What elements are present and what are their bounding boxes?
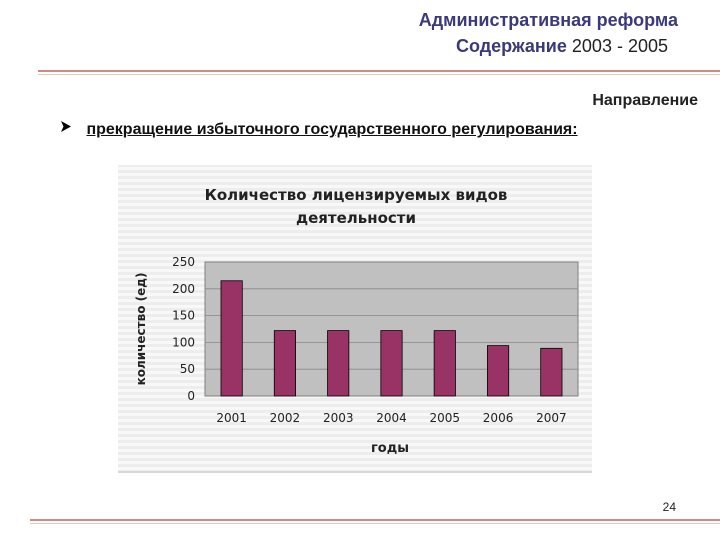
chart-title-line-2: деятельности: [296, 209, 416, 227]
bar-2004: [380, 330, 403, 397]
presentation-subtitle: Содержание 2003 - 2005: [456, 36, 668, 57]
y-axis-ticks: 0 50 100 150 200 250: [172, 255, 195, 403]
y-tick-label: 150: [172, 309, 195, 323]
direction-label: Направление: [592, 92, 698, 109]
subtitle-years: 2003 - 2005: [571, 36, 668, 56]
chart-title-line-1: Количество лицензируемых видов: [205, 186, 508, 204]
subtitle-section: Содержание: [455, 36, 567, 56]
header-divider: [38, 70, 720, 75]
arrow-bullet-icon: [60, 120, 74, 136]
page-number: 24: [662, 500, 676, 514]
bars: [220, 280, 563, 397]
presentation-title: Административная реформа: [418, 10, 678, 30]
y-tick-label: 200: [172, 282, 195, 296]
bar-2005: [433, 330, 456, 397]
chart-container: Количество лицензируемых видов деятельно…: [118, 165, 592, 473]
bar-chart: Количество лицензируемых видов деятельно…: [134, 186, 579, 456]
x-tick-label: 2006: [483, 411, 514, 425]
x-axis-ticks: 2001 2002 2003 2004 2005 2006 2007: [216, 411, 566, 425]
bullet-item: прекращение избыточного государственного…: [60, 120, 578, 139]
x-tick-label: 2003: [323, 411, 354, 425]
bar-2003: [327, 330, 350, 397]
bar-2007: [540, 347, 563, 397]
bar-2002: [273, 330, 296, 397]
x-tick-label: 2007: [536, 411, 567, 425]
y-tick-label: 250: [172, 255, 195, 269]
footer-divider: [30, 519, 720, 524]
x-tick-label: 2005: [430, 411, 461, 425]
bar-2006: [487, 345, 510, 397]
bar-2001: [220, 280, 243, 397]
y-axis-label: количество (ед): [134, 273, 148, 386]
y-tick-label: 100: [172, 335, 195, 349]
y-tick-label: 50: [180, 362, 195, 376]
x-tick-label: 2004: [376, 411, 407, 425]
y-tick-label: 0: [187, 389, 195, 403]
bullet-text: прекращение избыточного государственного…: [86, 121, 578, 138]
chart-border: [118, 471, 592, 473]
x-axis-label: годы: [371, 441, 409, 456]
x-tick-label: 2001: [216, 411, 247, 425]
x-tick-label: 2002: [270, 411, 301, 425]
